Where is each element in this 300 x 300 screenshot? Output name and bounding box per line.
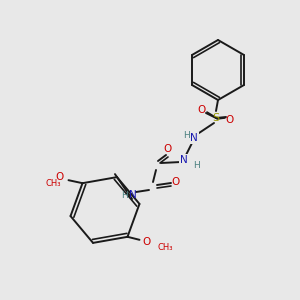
Text: O: O: [171, 177, 179, 187]
Text: H: H: [121, 190, 128, 200]
Text: O: O: [226, 115, 234, 125]
Text: S: S: [212, 113, 220, 123]
Text: O: O: [142, 237, 151, 247]
Text: N: N: [190, 133, 198, 143]
Text: O: O: [164, 144, 172, 154]
Text: N: N: [180, 155, 188, 165]
Text: CH₃: CH₃: [158, 243, 173, 252]
Text: O: O: [56, 172, 64, 182]
Text: O: O: [198, 105, 206, 115]
Text: H: H: [183, 130, 189, 140]
Text: CH₃: CH₃: [46, 179, 61, 188]
Text: H: H: [193, 160, 200, 169]
Text: N: N: [129, 190, 137, 200]
